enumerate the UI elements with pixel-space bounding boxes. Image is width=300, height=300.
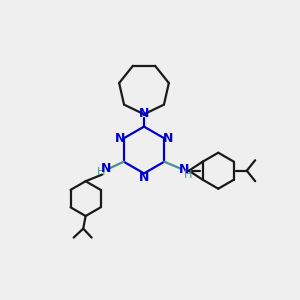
Text: N: N [139,107,149,120]
Text: N: N [115,132,125,145]
Text: N: N [163,132,173,145]
Text: N: N [178,163,189,176]
Text: H: H [96,167,105,177]
Text: H: H [184,169,193,180]
Text: N: N [139,171,149,184]
Text: N: N [100,162,111,175]
